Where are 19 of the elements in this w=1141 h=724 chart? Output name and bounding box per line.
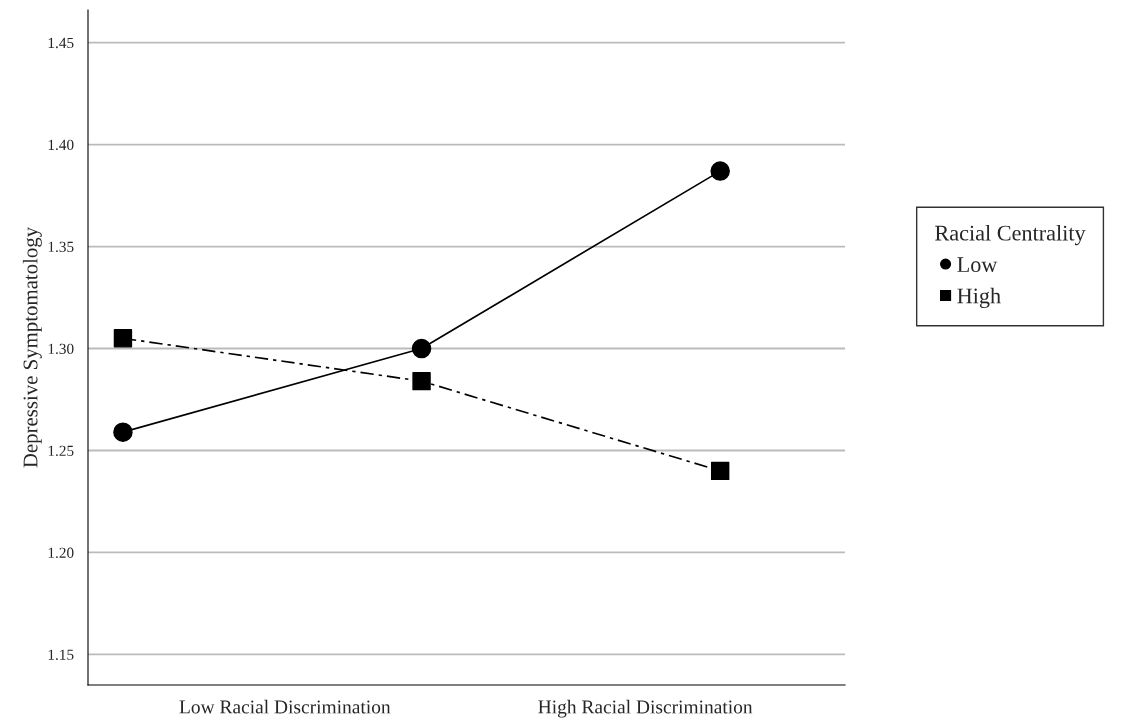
point bbox=[113, 329, 133, 348]
point bbox=[412, 371, 431, 391]
y-tick-label: 1.25 bbox=[48, 445, 74, 456]
legend-label: High bbox=[957, 287, 1001, 309]
point bbox=[113, 422, 133, 442]
y-axis-title: Depressive Symptomatology bbox=[22, 226, 42, 468]
y-tick-label: 1.20 bbox=[48, 547, 74, 558]
point bbox=[710, 161, 730, 181]
y-tick-label: 1.15 bbox=[48, 649, 74, 660]
text: High Racial Discrimination bbox=[538, 699, 753, 718]
text: Low Racial Discrimination bbox=[179, 699, 391, 714]
point bbox=[710, 461, 730, 481]
legend-title: Racial Centrality bbox=[935, 224, 1086, 246]
y-tick-label: 1.35 bbox=[48, 241, 74, 253]
y-tick-label: 1.45 bbox=[48, 37, 74, 49]
y-tick-label: 1.30 bbox=[48, 343, 74, 355]
point bbox=[411, 338, 432, 359]
legend-label: Low bbox=[957, 257, 998, 273]
y-tick-label: 1.40 bbox=[48, 139, 74, 151]
